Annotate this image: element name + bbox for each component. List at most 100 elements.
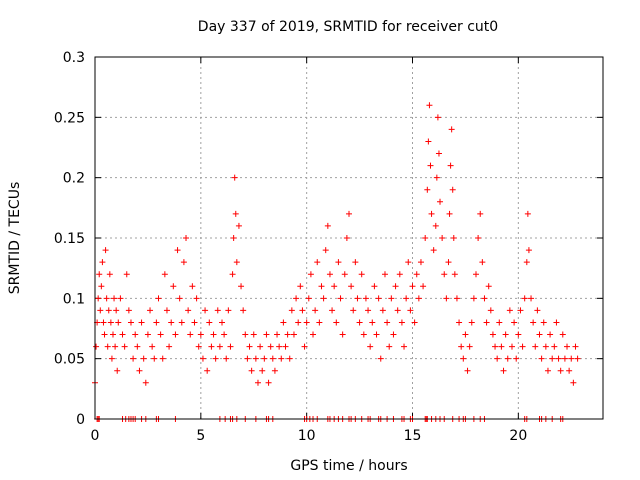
data-point: [384, 319, 391, 326]
data-point: [233, 259, 240, 266]
data-point: [257, 343, 264, 350]
data-point: [425, 138, 432, 145]
data-point: [105, 307, 112, 314]
data-point: [204, 367, 211, 374]
data-point: [95, 295, 102, 302]
data-point: [254, 379, 261, 386]
data-point: [288, 307, 295, 314]
data-point: [155, 295, 162, 302]
data-point: [483, 319, 490, 326]
data-point: [544, 367, 551, 374]
data-point: [134, 343, 141, 350]
data-point: [356, 319, 363, 326]
data-point: [532, 343, 539, 350]
data-point: [108, 355, 115, 362]
data-point: [456, 319, 463, 326]
data-point: [307, 271, 314, 278]
data-point: [450, 235, 457, 241]
data-point: [362, 295, 369, 302]
data-point: [415, 295, 422, 302]
data-point: [426, 102, 433, 109]
data-point: [159, 355, 166, 362]
data-point: [212, 355, 219, 362]
data-point: [157, 331, 164, 338]
data-point: [413, 271, 420, 278]
data-point: [335, 259, 342, 266]
x-tick-label: 10: [298, 428, 316, 444]
data-point: [140, 355, 147, 362]
data-point: [446, 210, 453, 217]
data-point: [161, 271, 168, 278]
data-point: [489, 331, 496, 338]
data-point: [343, 235, 350, 241]
data-point: [151, 355, 158, 362]
data-point: [144, 331, 151, 338]
data-point: [293, 295, 300, 302]
data-point: [331, 283, 338, 290]
data-point: [445, 259, 452, 266]
data-point: [398, 319, 405, 326]
data-point: [174, 247, 181, 254]
data-point: [498, 343, 505, 350]
data-point: [409, 283, 416, 290]
chart-title: Day 337 of 2019, SRMTID for receiver cut…: [198, 19, 498, 35]
data-point: [354, 295, 361, 302]
data-point: [290, 331, 297, 338]
y-axis-label: SRMTID / TECUs: [7, 182, 23, 295]
data-point: [149, 343, 156, 350]
data-point: [433, 174, 440, 181]
y-tick-label: 0.2: [63, 171, 85, 187]
data-point: [93, 343, 100, 350]
data-point: [451, 271, 458, 278]
data-point: [403, 295, 410, 302]
data-point: [540, 319, 547, 326]
data-point: [299, 307, 306, 314]
data-point: [100, 319, 107, 326]
data-point: [358, 271, 365, 278]
data-point: [464, 367, 471, 374]
data-point: [574, 355, 581, 362]
data-point: [511, 319, 518, 326]
data-point: [238, 283, 245, 290]
data-point: [504, 355, 511, 362]
data-point: [523, 259, 530, 266]
data-point: [350, 307, 357, 314]
data-point: [324, 222, 331, 229]
data-point: [422, 235, 429, 241]
data-point: [449, 186, 456, 193]
data-point: [248, 367, 255, 374]
x-tick-label: 0: [91, 428, 100, 444]
data-point: [103, 295, 110, 302]
data-point: [250, 331, 257, 338]
data-point: [502, 331, 509, 338]
data-point: [225, 307, 232, 314]
data-point: [316, 319, 323, 326]
data-point: [240, 307, 247, 314]
data-point: [286, 355, 293, 362]
data-point: [297, 283, 304, 290]
data-point: [417, 259, 424, 266]
data-point: [420, 283, 427, 290]
data-point: [221, 331, 228, 338]
data-point: [453, 295, 460, 302]
ticks: 0 0.05 0.1 0.15 0.2 0.25 0.3 0 5 10 15 20: [54, 50, 603, 444]
data-point: [396, 271, 403, 278]
data-point: [557, 367, 564, 374]
data-point: [388, 295, 395, 302]
data-point: [232, 210, 239, 217]
x-tick-label: 15: [404, 428, 422, 444]
data-point: [434, 114, 441, 121]
data-point: [485, 283, 492, 290]
data-point: [473, 271, 479, 278]
data-point: [536, 331, 543, 338]
data-point: [252, 355, 259, 362]
data-point: [227, 343, 234, 350]
data-point: [214, 307, 221, 314]
data-point: [407, 307, 414, 314]
data-point: [318, 283, 325, 290]
data-point: [568, 355, 575, 362]
data-point: [437, 198, 444, 205]
data-point: [172, 331, 179, 338]
data-point: [462, 331, 469, 338]
data-point: [517, 307, 524, 314]
